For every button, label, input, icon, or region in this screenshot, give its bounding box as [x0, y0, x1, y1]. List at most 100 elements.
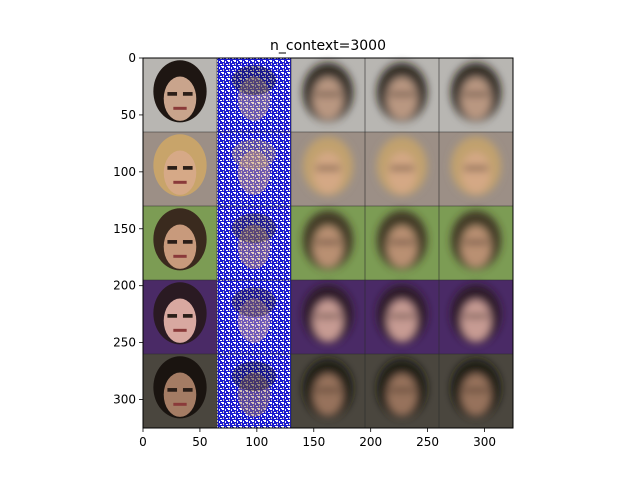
sample-face — [461, 225, 491, 268]
cell-original-r3-c1 — [143, 206, 217, 280]
face-mouth — [173, 106, 187, 110]
sample-face — [387, 373, 417, 416]
sample-eyes — [390, 92, 414, 97]
sample-face — [461, 373, 491, 416]
cell-sample-r2-c5 — [439, 132, 513, 206]
sample-eyes — [464, 166, 488, 171]
cell-context-r2-c2 — [217, 132, 291, 206]
context-noise — [217, 280, 291, 354]
sample-eyes — [464, 388, 488, 393]
face-eye-right — [182, 388, 193, 392]
x-tick-label: 100 — [245, 435, 268, 449]
cell-context-r3-c2 — [217, 206, 291, 280]
context-face — [237, 372, 271, 417]
sample-eyes — [316, 240, 340, 245]
face-eye-right — [182, 314, 193, 318]
sample-eyes — [464, 314, 488, 319]
face-skin — [163, 298, 197, 343]
sample-face — [313, 373, 343, 416]
cell-sample-r1-c3 — [291, 58, 365, 132]
face-skin — [163, 76, 197, 121]
x-tick-label: 300 — [473, 435, 496, 449]
cell-sample-r3-c3 — [291, 206, 365, 280]
context-noise — [217, 58, 291, 132]
y-tick-label: 0 — [128, 51, 136, 65]
face-skin — [163, 150, 197, 195]
sample-eyes — [464, 240, 488, 245]
y-tick-label: 300 — [113, 393, 136, 407]
context-noise — [217, 354, 291, 428]
x-tick-label: 50 — [192, 435, 207, 449]
sample-eyes — [316, 166, 340, 171]
sample-face — [313, 77, 343, 120]
face-mouth — [173, 180, 187, 184]
cell-sample-r4-c4 — [365, 280, 439, 354]
image-cells — [143, 58, 513, 428]
cell-sample-r4-c3 — [291, 280, 365, 354]
x-tick-label: 200 — [359, 435, 382, 449]
sample-face — [387, 299, 417, 342]
sample-face — [387, 225, 417, 268]
face-eye-left — [167, 314, 178, 318]
context-hair — [231, 65, 277, 95]
face-mouth — [173, 254, 187, 258]
context-face — [237, 150, 271, 195]
sample-face — [461, 299, 491, 342]
cell-sample-r2-c3 — [291, 132, 365, 206]
face-eye-right — [182, 166, 193, 170]
face-skin — [163, 372, 197, 417]
sample-eyes — [390, 314, 414, 319]
face-eye-left — [167, 166, 178, 170]
face-eye-left — [167, 240, 178, 244]
sample-eyes — [390, 388, 414, 393]
cell-sample-r5-c4 — [365, 354, 439, 428]
axes: 0 50 100 150 200 250 300 0 50 100 150 200 250 300 — [113, 51, 514, 449]
x-tick-label: 0 — [139, 435, 147, 449]
context-face — [237, 298, 271, 343]
sample-face — [461, 151, 491, 194]
face-eye-left — [167, 388, 178, 392]
sample-eyes — [316, 314, 340, 319]
face-mouth — [173, 328, 187, 332]
cell-sample-r5-c3 — [291, 354, 365, 428]
cell-sample-r1-c5 — [439, 58, 513, 132]
face-eye-right — [182, 92, 193, 96]
sample-face — [461, 77, 491, 120]
context-noise — [217, 132, 291, 206]
cell-sample-r2-c4 — [365, 132, 439, 206]
sample-eyes — [316, 388, 340, 393]
sample-eyes — [316, 92, 340, 97]
y-tick-label: 200 — [113, 279, 136, 293]
sample-face — [387, 151, 417, 194]
cell-original-r2-c1 — [143, 132, 217, 206]
face-mouth — [173, 402, 187, 406]
face-skin — [163, 224, 197, 269]
y-tick-label: 50 — [121, 108, 136, 122]
context-hair — [231, 361, 277, 392]
sample-eyes — [464, 92, 488, 97]
sample-face — [313, 151, 343, 194]
cell-context-r5-c2 — [217, 354, 291, 428]
sample-face — [313, 225, 343, 268]
sample-face — [387, 77, 417, 120]
context-face — [237, 224, 271, 269]
cell-original-r4-c1 — [143, 280, 217, 354]
context-hair — [231, 213, 277, 243]
cell-sample-r3-c5 — [439, 206, 513, 280]
y-tick-label: 100 — [113, 165, 136, 179]
plot-frame — [142, 57, 514, 429]
face-eye-left — [167, 92, 178, 96]
cell-original-r1-c1 — [143, 58, 217, 132]
context-noise — [217, 206, 291, 280]
cell-sample-r1-c4 — [365, 58, 439, 132]
cell-context-r1-c2 — [217, 58, 291, 132]
chart-title: n_context=3000 — [270, 38, 386, 54]
cell-sample-r4-c5 — [439, 280, 513, 354]
x-tick-label: 250 — [416, 435, 439, 449]
sample-eyes — [390, 240, 414, 245]
cell-context-r4-c2 — [217, 280, 291, 354]
y-tick-label: 150 — [113, 222, 136, 236]
cell-sample-r3-c4 — [365, 206, 439, 280]
face-eye-right — [182, 240, 193, 244]
